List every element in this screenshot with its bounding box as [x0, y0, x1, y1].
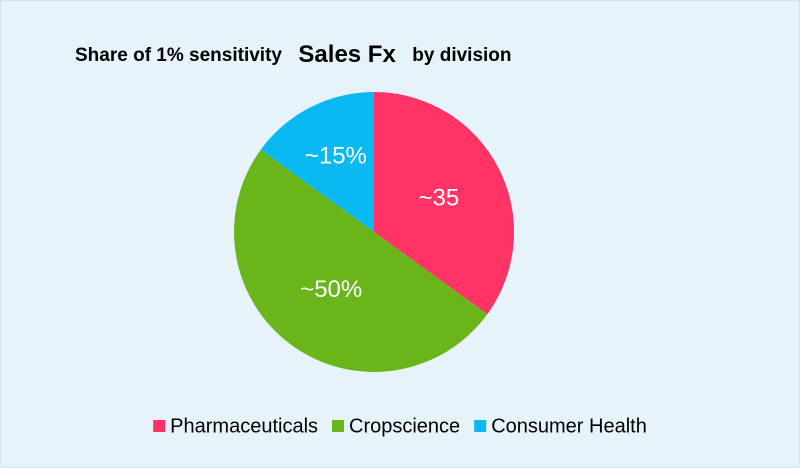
legend-swatch [474, 420, 487, 432]
legend-label: Cropscience [349, 415, 460, 437]
pie-slice [374, 92, 514, 315]
title-part: Share of 1% sensitivity [75, 45, 282, 66]
legend-swatch [332, 420, 345, 432]
title-part: by division [412, 45, 511, 66]
legend-swatch [153, 420, 166, 432]
data-label: ~35 [419, 184, 460, 211]
legend-label: Pharmaceuticals [170, 415, 318, 437]
pie-slice [260, 92, 374, 232]
legend-label: Consumer Health [491, 415, 647, 437]
title-part: Sales Fx [298, 41, 396, 68]
pie-slice [234, 149, 488, 372]
data-label: ~15% [305, 142, 367, 169]
data-label: ~50% [300, 276, 362, 303]
chart-title: Share of 1% sensitivity Sales Fx by divi… [75, 41, 512, 68]
